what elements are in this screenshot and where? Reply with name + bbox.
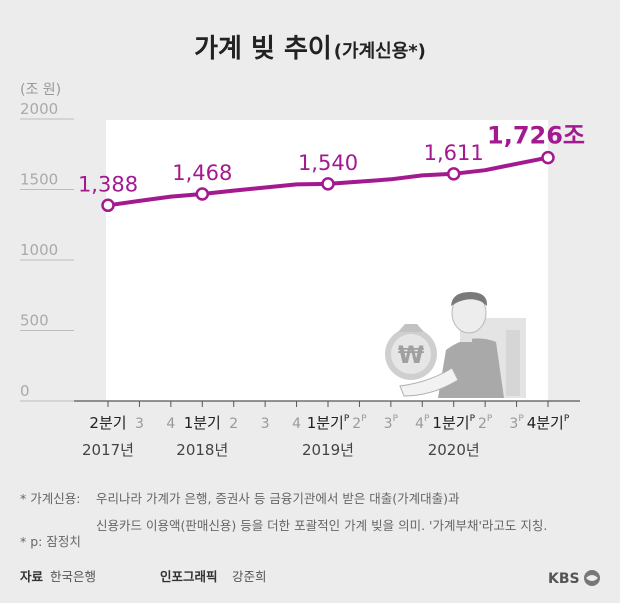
x-tick-label: 1분기 — [184, 414, 221, 432]
x-tick-label: 2P — [478, 414, 493, 432]
x-tick-label: 4P — [415, 414, 430, 432]
data-label: 1,540 — [298, 151, 358, 175]
x-tick-label: 4 — [292, 416, 301, 432]
y-tick-label: 500 — [20, 312, 49, 330]
coin-inner-icon — [391, 334, 431, 374]
footnotes: * 가계신용: 우리나라 가계가 은행, 증권사 등 금융기관에서 받은 대출(… — [20, 491, 547, 549]
y-tick-label: 1000 — [20, 241, 58, 259]
footnote-1-marker: * 가계신용: — [20, 491, 80, 506]
won-sign-icon: ₩ — [398, 341, 425, 369]
coin-bag-top-icon — [398, 324, 424, 332]
x-tick-label: 2P — [352, 414, 367, 432]
credits: 자료 한국은행 인포그래픽 강준희 KBS — [20, 569, 600, 587]
illustration-cabinet — [506, 330, 520, 396]
footnote-3-marker: * p: 잠정치 — [20, 534, 81, 549]
person-hair — [451, 292, 488, 306]
person-with-coin-illustration: ₩ — [385, 292, 526, 398]
y-axis: 0 500 1000 1500 2000 — [20, 100, 74, 402]
x-tick-label: 1분기P — [432, 414, 475, 432]
year-label: 2019년 — [302, 441, 354, 459]
x-tick-label: 2분기 — [89, 414, 126, 432]
y-tick-label: 1500 — [20, 171, 58, 189]
y-tick-label: 0 — [20, 382, 30, 400]
graphic-value: 강준희 — [232, 569, 267, 584]
chart-title-main: 가계 빚 추이 — [194, 34, 332, 64]
y-tick-label: 2000 — [20, 100, 58, 118]
footnote-2-text: 신용카드 이용액(판매신용) 등을 더한 포괄적인 가계 빚을 의미. '가계부… — [96, 518, 547, 533]
x-tick-label: 2 — [229, 416, 238, 432]
x-tick-label: 3 — [261, 416, 270, 432]
data-point-marker — [101, 198, 115, 213]
footnote-1-text: 우리나라 가계가 은행, 증권사 등 금융기관에서 받은 대출(가계대출)과 — [96, 491, 460, 506]
data-points — [101, 150, 555, 213]
brand-logo-text: KBS — [548, 571, 580, 587]
year-label: 2017년 — [82, 441, 134, 459]
x-tick-label: 4 — [166, 416, 175, 432]
data-label: 1,611 — [424, 141, 484, 165]
data-label: 1,726조 — [487, 122, 585, 150]
x-tick-label: 3P — [384, 414, 399, 432]
x-tick-label: 3P — [509, 414, 524, 432]
person-arm — [399, 367, 459, 397]
year-labels: 2017년 2018년 2019년 2020년 — [82, 441, 480, 459]
person-body — [438, 338, 504, 398]
x-tick-label: 4분기P — [527, 414, 570, 432]
x-tick-label: 1분기P — [307, 414, 350, 432]
data-point-marker — [541, 150, 555, 165]
data-point-marker — [195, 187, 210, 201]
x-axis-ticks — [107, 401, 549, 407]
data-point-marker — [321, 177, 335, 191]
data-label: 1,388 — [78, 172, 138, 196]
year-label: 2018년 — [176, 441, 228, 459]
chart-title: 가계 빚 추이 (가계신용*) — [194, 34, 426, 64]
brand-logo-eye-icon — [586, 575, 598, 581]
data-label: 1,468 — [172, 161, 232, 185]
year-label: 2020년 — [428, 441, 480, 459]
unit-label: (조 원) — [20, 82, 61, 98]
graphic-label: 인포그래픽 — [160, 569, 218, 584]
x-axis-labels: 2분기 3 4 1분기 2 3 4 1분기P 2P 3P 4P 1분기P 2P 3P 4분기P — [89, 414, 569, 432]
chart-title-sub: (가계신용*) — [334, 41, 426, 62]
data-point-marker — [446, 167, 461, 181]
x-tick-label: 3 — [135, 416, 144, 432]
source-value: 한국은행 — [50, 569, 96, 584]
source-label: 자료 — [20, 569, 44, 584]
